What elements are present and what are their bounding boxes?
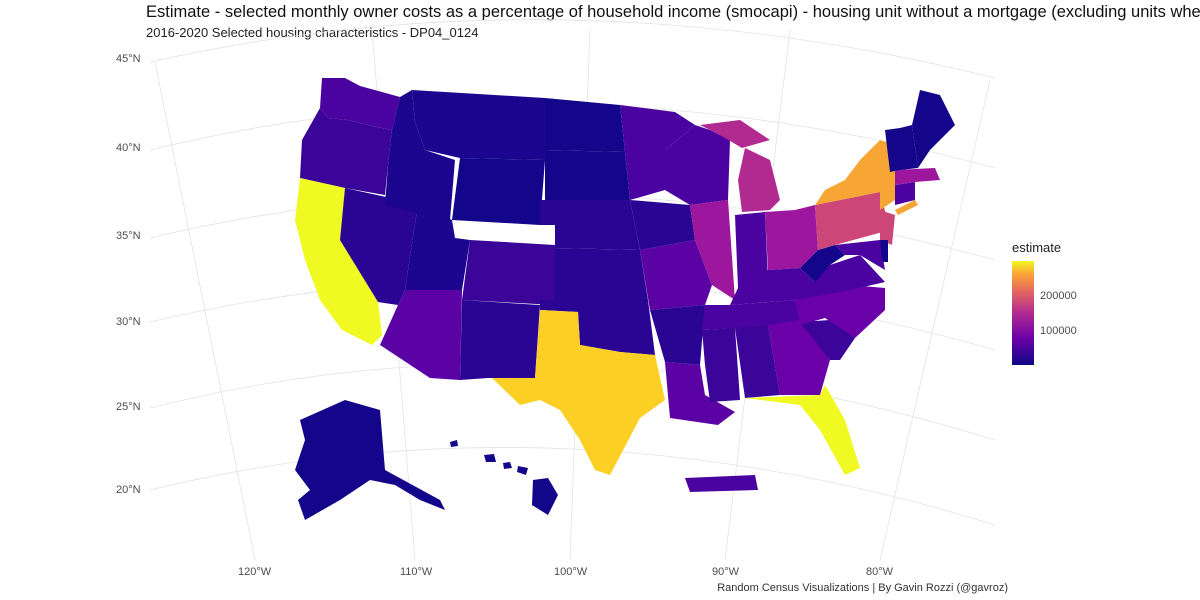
state-vermont (885, 128, 900, 172)
state-indiana (735, 212, 768, 288)
state-utah (405, 204, 470, 290)
graticule-lon-120 (154, 61, 256, 561)
map-caption: Random Census Visualizations | By Gavin … (717, 582, 1008, 594)
state-pennsylvania (815, 192, 890, 250)
color-legend: estimate 200000 100000 (1012, 240, 1114, 365)
state-michigan (738, 148, 780, 212)
state-new-jersey (880, 210, 895, 245)
lat-label-25: 25°N (116, 401, 141, 413)
map-title: Estimate - selected monthly owner costs … (146, 3, 1200, 21)
state-arizona (380, 290, 462, 380)
graticule-lon-80 (879, 79, 991, 561)
state-georgia (768, 320, 830, 395)
state-california (295, 178, 382, 345)
state-kansas (555, 248, 648, 300)
state-michigan-upper (700, 120, 770, 148)
legend-tick-200000: 200000 (1040, 290, 1077, 302)
state-maine (912, 90, 955, 168)
lon-label-80: 80°W (866, 566, 894, 578)
graticule-lat-20 (149, 447, 996, 526)
state-north-carolina (795, 285, 885, 338)
state-west-virginia (800, 245, 845, 282)
state-maryland (835, 240, 885, 270)
graticule-lat-45 (149, 19, 996, 79)
lon-label-110: 110°W (400, 566, 433, 578)
state-florida (745, 385, 860, 475)
lat-label-35: 35°N (116, 230, 141, 242)
state-oregon (300, 108, 392, 195)
state-hawaii (450, 440, 558, 515)
legend-color-bar (1012, 261, 1034, 365)
state-delaware (880, 240, 888, 262)
lon-label-100: 100°W (554, 566, 588, 578)
state-wyoming (452, 158, 545, 225)
state-new-hampshire (900, 125, 918, 170)
state-new-mexico (460, 300, 540, 380)
map-subtitle: 2016-2020 Selected housing characteristi… (146, 25, 479, 40)
state-connecticut (895, 182, 915, 205)
legend-title: estimate (1012, 240, 1062, 255)
state-long-island (895, 200, 918, 215)
lat-label-20: 20°N (116, 484, 141, 496)
state-virginia (795, 255, 885, 300)
state-nevada (340, 188, 418, 305)
state-kentucky (730, 268, 815, 305)
state-washington (320, 78, 400, 130)
state-mississippi (702, 328, 740, 402)
state-wisconsin (665, 125, 730, 205)
state-south-carolina (800, 320, 855, 360)
lat-label-30: 30°N (116, 316, 141, 328)
state-new-york (815, 140, 895, 210)
lon-label-120: 120°W (238, 566, 272, 578)
state-alabama (735, 325, 780, 398)
state-illinois (690, 200, 735, 300)
state-north-dakota (545, 98, 625, 152)
state-louisiana (665, 362, 735, 425)
state-minnesota (620, 105, 695, 200)
state-idaho (385, 90, 455, 220)
lon-label-90: 90°W (712, 566, 740, 578)
state-alaska (295, 400, 445, 520)
state-missouri (640, 240, 712, 310)
lat-label-40: 40°N (116, 142, 141, 154)
state-iowa (630, 200, 695, 250)
state-south-dakota (545, 150, 630, 200)
state-ohio (765, 205, 818, 270)
state-colorado (462, 240, 555, 305)
lat-label-45: 45°N (116, 53, 141, 65)
state-montana (412, 90, 545, 160)
state-arkansas (650, 305, 705, 365)
state-massachusetts (895, 168, 940, 185)
state-oklahoma (540, 300, 655, 355)
state-texas (492, 310, 665, 475)
state-nebraska (540, 200, 640, 250)
territory-puerto-rico (685, 475, 758, 492)
legend-tick-100000: 100000 (1040, 325, 1077, 337)
